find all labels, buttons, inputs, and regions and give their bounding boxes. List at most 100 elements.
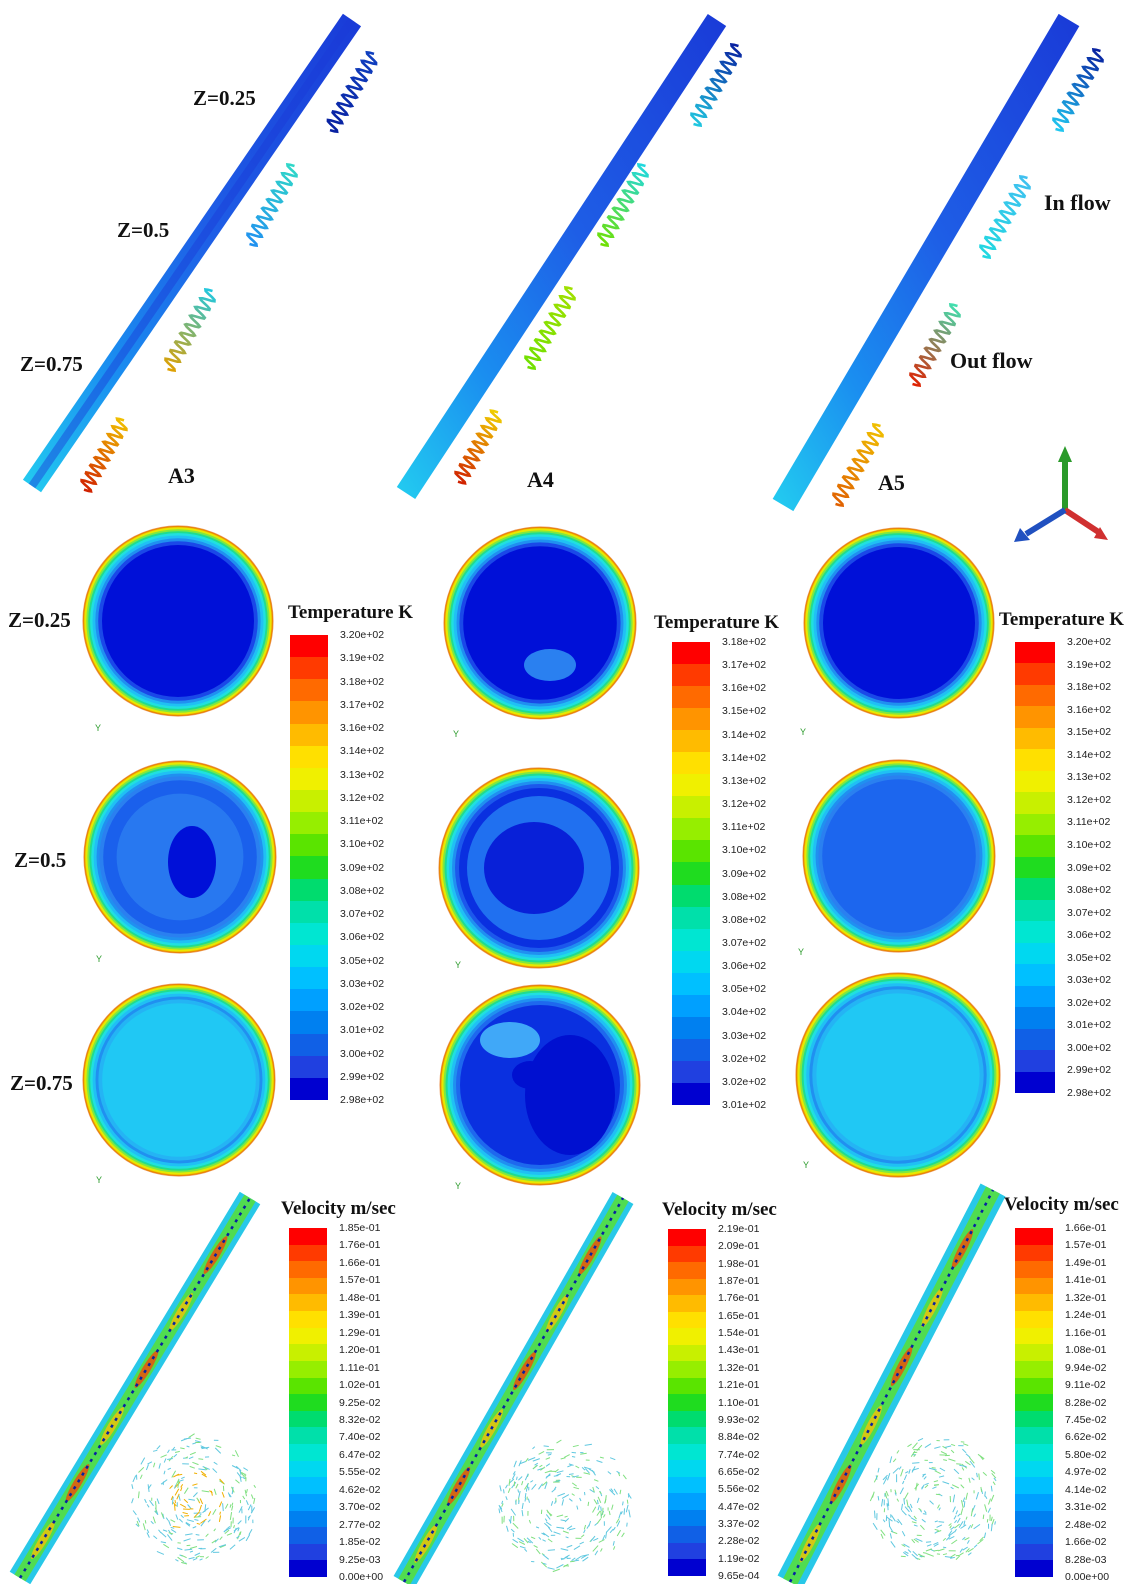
colorbar-tick-label: 1.57e-01 <box>339 1274 381 1287</box>
colorbar-tick-label: 2.98e+02 <box>1067 1087 1112 1099</box>
colorbar-segment <box>290 967 328 990</box>
tube-a5 <box>772 13 1080 512</box>
colorbar-segment <box>1015 1277 1053 1295</box>
velocity-colorbar-4-title: Velocity m/sec <box>662 1199 777 1220</box>
colorbar-segment <box>668 1559 706 1577</box>
temperature-colorbar-5-title: Temperature K <box>999 609 1125 630</box>
colorbar-tick-label: 3.13e+02 <box>722 774 767 787</box>
colorbar-tick-label: 3.08e+02 <box>340 884 385 897</box>
colorbar-segment <box>1015 1560 1053 1578</box>
colorbar-segment <box>1015 1410 1053 1428</box>
colorbar-tick-label: 1.98e-01 <box>718 1257 760 1270</box>
colorbar-tick-label: 3.07e+02 <box>722 936 767 949</box>
colorbar-tick-label: 3.16e+02 <box>340 722 385 734</box>
colorbar-segment <box>289 1244 327 1262</box>
colorbar-segment <box>1015 1477 1053 1495</box>
velocity-vector-disc <box>498 1439 632 1573</box>
colorbar-segment <box>290 989 328 1012</box>
velocity-tube <box>777 1183 1006 1584</box>
colorbar-tick-label: 2.28e-02 <box>718 1535 760 1548</box>
colorbar-tick-label: 3.18e+02 <box>340 675 385 688</box>
colorbar-tick-label: 4.62e-02 <box>339 1483 381 1496</box>
colorbar-segment <box>672 862 710 886</box>
colorbar-segment <box>289 1460 327 1478</box>
colorbar-tick-label: 3.05e+02 <box>722 983 767 996</box>
colorbar-tick-label: 3.19e+02 <box>340 652 385 665</box>
colorbar-tick-label: 1.16e-01 <box>1065 1326 1107 1339</box>
colorbar-tick-label: 3.16e+02 <box>722 682 767 695</box>
colorbar-segment <box>668 1262 706 1280</box>
helix-coil <box>979 175 1031 259</box>
velocity-colorbar-4-bar <box>668 1229 706 1577</box>
colorbar-segment <box>290 701 328 725</box>
velocity-vector-disc <box>869 1437 997 1560</box>
colorbar-segment <box>668 1410 706 1428</box>
colorbar-segment <box>672 994 710 1018</box>
colorbar-tick-label: 1.43e-01 <box>718 1344 760 1357</box>
temperature-disc <box>439 984 641 1186</box>
colorbar-tick-label: 3.13e+02 <box>340 768 385 781</box>
colorbar-segment <box>290 635 328 658</box>
y-axis-mark: Y <box>95 723 101 733</box>
colorbar-segment <box>672 730 710 753</box>
colorbar-segment <box>668 1377 706 1395</box>
colorbar-segment <box>668 1493 706 1511</box>
colorbar-segment <box>668 1460 706 1478</box>
colorbar-tick-label: 0.00e+00 <box>339 1571 384 1583</box>
colorbar-tick-label: 3.05e+02 <box>340 954 385 967</box>
colorbar-segment <box>1015 964 1055 987</box>
colorbar-segment <box>290 1011 328 1035</box>
helix-coil <box>80 417 128 493</box>
colorbar-tick-label: 3.01e+02 <box>722 1099 767 1111</box>
colorbar-tick-label: 1.54e-01 <box>718 1327 760 1340</box>
colorbar-tick-label: 1.49e-01 <box>1065 1256 1107 1269</box>
colorbar-tick-label: 1.85e-02 <box>339 1536 381 1549</box>
colorbar-tick-label: 3.06e+02 <box>340 931 385 944</box>
colorbar-tick-label: 7.74e-02 <box>718 1448 760 1461</box>
colorbar-segment <box>672 796 710 819</box>
helix-coil <box>524 286 576 370</box>
panel-label-a5: A5 <box>878 470 905 495</box>
y-axis-mark: Y <box>455 960 461 970</box>
colorbar-tick-label: 8.32e-02 <box>339 1413 381 1426</box>
colorbar-segment <box>290 790 328 813</box>
colorbar-tick-label: 9.25e-03 <box>339 1553 381 1566</box>
colorbar-tick-label: 3.07e+02 <box>1067 906 1112 919</box>
colorbar-segment <box>672 1038 710 1062</box>
colorbar-segment <box>1015 1493 1053 1511</box>
colorbar-tick-label: 3.37e-02 <box>718 1517 760 1530</box>
colorbar-segment <box>668 1311 706 1329</box>
helix-coil <box>164 288 216 372</box>
colorbar-segment <box>1015 1344 1053 1362</box>
out-flow-label: Out flow <box>950 348 1033 373</box>
colorbar-segment <box>290 767 328 791</box>
helix-coil <box>909 303 961 387</box>
y-axis-mark: Y <box>798 947 804 957</box>
colorbar-tick-label: 3.12e+02 <box>722 798 767 811</box>
colorbar-tick-label: 3.12e+02 <box>1067 793 1112 806</box>
temperature-colorbar-4-title: Temperature K <box>654 612 780 633</box>
colorbar-tick-label: 7.45e-02 <box>1065 1413 1107 1426</box>
colorbar-tick-label: 1.20e-01 <box>339 1344 381 1357</box>
colorbar-segment <box>289 1228 327 1246</box>
colorbar-segment <box>668 1328 706 1346</box>
helix-coil <box>246 163 298 247</box>
colorbar-segment <box>672 752 710 775</box>
colorbar-segment <box>1015 985 1055 1008</box>
z-label-mid-025: Z=0.25 <box>8 608 71 632</box>
colorbar-tick-label: 9.93e-02 <box>718 1413 760 1426</box>
colorbar-tick-label: 3.03e+02 <box>722 1029 767 1042</box>
colorbar-segment <box>668 1278 706 1296</box>
colorbar-segment <box>1015 1261 1053 1279</box>
colorbar-tick-label: 3.09e+02 <box>1067 861 1112 874</box>
colorbar-tick-label: 3.00e+02 <box>1067 1041 1112 1054</box>
colorbar-tick-label: 3.03e+02 <box>340 977 385 990</box>
colorbar-tick-label: 1.66e-01 <box>1065 1222 1107 1234</box>
colorbar-segment <box>290 657 328 680</box>
colorbar-tick-label: 3.18e+02 <box>1067 681 1112 694</box>
colorbar-tick-label: 0.00e+00 <box>1065 1571 1110 1583</box>
colorbar-segment <box>672 1016 710 1040</box>
colorbar-segment <box>672 906 710 930</box>
colorbar-segment <box>290 679 328 702</box>
colorbar-tick-label: 1.76e-01 <box>339 1239 381 1252</box>
